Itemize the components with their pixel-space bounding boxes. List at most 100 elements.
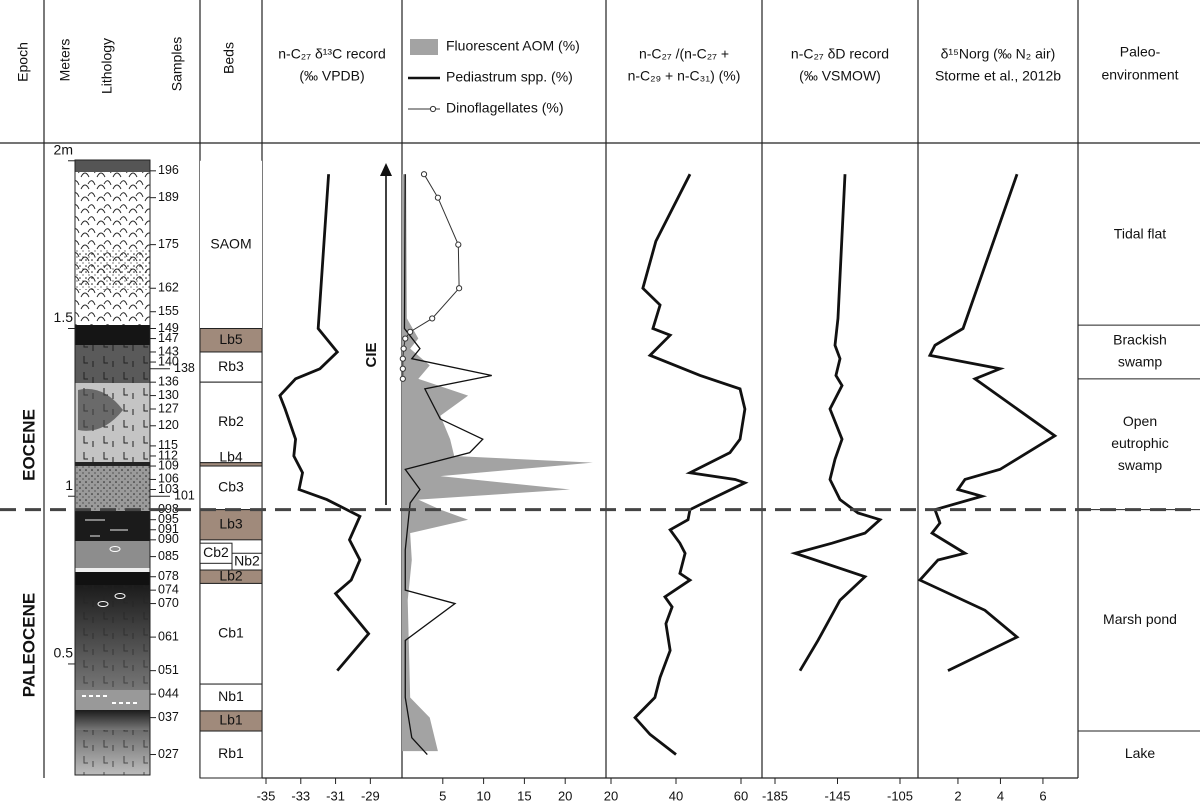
x-tick-label: 6 <box>1039 788 1046 803</box>
sample-label: 091 <box>158 522 179 536</box>
line <box>402 173 460 379</box>
sample-label: 103 <box>158 482 179 496</box>
panel-title: n-C₂₇ δD record <box>791 46 889 62</box>
sample-label: 162 <box>158 281 179 295</box>
x-tick-label: 4 <box>997 788 1004 803</box>
bed-label: Lb5 <box>219 331 243 347</box>
marker <box>399 375 406 382</box>
sample-label: 112 <box>158 448 178 462</box>
header-lithology: Lithology <box>99 38 115 94</box>
bed-label: Lb3 <box>219 515 243 531</box>
x-tick-label: -105 <box>887 788 913 803</box>
header-epoch: Epoch <box>15 42 31 82</box>
environment-label: Marsh pond <box>1103 611 1177 627</box>
sample-label: 149 <box>158 321 179 335</box>
epoch-label: EOCENE <box>19 409 38 481</box>
legend-swatch <box>410 39 438 55</box>
sample-label: 143 <box>158 344 179 358</box>
sample-label: 098 <box>158 502 179 516</box>
marker <box>429 315 436 322</box>
header-beds: Beds <box>221 42 237 74</box>
bed-label: Lb1 <box>219 712 243 728</box>
bed <box>199 465 263 511</box>
sample-label: 061 <box>158 629 179 643</box>
bed-label: Lb4 <box>219 448 243 464</box>
depth-tick-label: 1 <box>65 477 73 493</box>
x-tick-label: 60 <box>734 788 748 803</box>
sample-label: 127 <box>158 401 179 415</box>
bed-label: Cb3 <box>218 479 244 495</box>
x-tick-label: -33 <box>291 788 310 803</box>
panel-title: δ¹⁵Norg (‰ N₂ air) <box>941 46 1056 62</box>
bed <box>199 683 263 712</box>
sample-label: 147 <box>158 331 179 345</box>
bed-label: Nb2 <box>234 552 260 568</box>
depth-tick-label: 0.5 <box>54 645 74 661</box>
bed-label: SAOM <box>210 235 251 251</box>
environment-label: Brackish <box>1113 332 1167 348</box>
header-paleoenvironment: Paleo- <box>1120 44 1161 60</box>
annotation: CIE <box>363 342 380 367</box>
legend-label: Fluorescent AOM (%) <box>446 38 580 54</box>
area <box>402 174 593 752</box>
line <box>403 174 492 755</box>
environment-label: eutrophic <box>1111 435 1169 451</box>
header-meters: Meters <box>57 39 73 82</box>
marker <box>399 355 406 362</box>
marker <box>434 194 442 201</box>
x-tick-label: 5 <box>439 788 446 803</box>
bed-label: Rb1 <box>218 745 244 761</box>
sample-label: 130 <box>158 388 179 402</box>
bed <box>199 730 263 779</box>
environment-label: Open <box>1123 413 1157 429</box>
panel-title: n-C₂₉ + n-C₃₁) (%) <box>628 68 741 84</box>
legend-label: Dinoflagellates (%) <box>446 100 564 116</box>
sample-label: 078 <box>158 569 179 583</box>
sample-label: 175 <box>158 237 179 251</box>
x-tick-label: -31 <box>326 788 345 803</box>
line <box>278 174 371 672</box>
marker <box>455 241 462 248</box>
bed-label: Nb1 <box>218 688 244 704</box>
sample-label: 138 <box>174 361 195 375</box>
environment-label: swamp <box>1118 457 1163 473</box>
sample-label: 085 <box>158 549 179 563</box>
panel-title: (‰ VPDB) <box>299 68 364 84</box>
panel-title: (‰ VSMOW) <box>799 68 881 84</box>
sample-label: 044 <box>158 686 179 700</box>
marker <box>399 365 406 372</box>
header-samples: Samples <box>169 37 185 91</box>
x-tick-label: 10 <box>476 788 490 803</box>
depth-tick-label: 2m <box>54 141 73 157</box>
sample-label: 095 <box>158 512 179 526</box>
sample-label: 120 <box>158 418 179 432</box>
x-tick-label: 20 <box>604 788 618 803</box>
x-tick-label: 15 <box>517 788 531 803</box>
environment-label: Lake <box>1125 745 1156 761</box>
x-tick-label: -145 <box>824 788 850 803</box>
marker <box>402 335 409 342</box>
marker <box>400 345 407 352</box>
lithology-column <box>74 159 151 776</box>
panel-title: Storme et al., 2012b <box>935 68 1061 84</box>
panel-title: n-C₂₇ /(n-C₂₇ + <box>639 46 729 62</box>
x-tick-label: 20 <box>558 788 572 803</box>
legend-swatch <box>429 105 437 113</box>
sample-label: 070 <box>158 596 179 610</box>
header-paleoenvironment: environment <box>1101 67 1178 83</box>
sample-label: 189 <box>158 190 179 204</box>
environment-label: swamp <box>1118 354 1163 370</box>
bed-label: Lb2 <box>219 567 243 583</box>
marker <box>456 285 463 292</box>
bed <box>199 381 263 464</box>
sample-label: 051 <box>158 663 179 677</box>
line <box>790 174 883 672</box>
line <box>917 173 1058 672</box>
bed <box>199 509 263 541</box>
x-tick-label: 40 <box>669 788 683 803</box>
cie-arrow <box>380 163 392 505</box>
sample-label: 109 <box>158 458 179 472</box>
bed-label: Cb1 <box>218 624 244 640</box>
sample-label: 155 <box>158 304 179 318</box>
